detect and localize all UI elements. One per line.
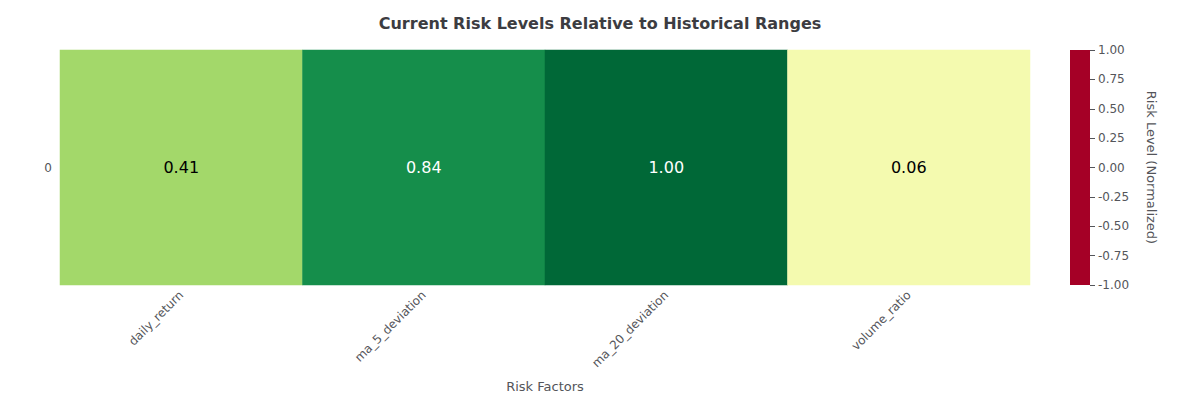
svg-text:0.41: 0.41 bbox=[163, 158, 199, 177]
svg-text:-0.75: -0.75 bbox=[1098, 249, 1129, 263]
svg-text:daily_return: daily_return bbox=[126, 288, 186, 348]
svg-text:0.75: 0.75 bbox=[1098, 72, 1125, 86]
svg-text:ma_5_deviation: ma_5_deviation bbox=[352, 288, 429, 365]
svg-text:1.00: 1.00 bbox=[648, 158, 684, 177]
svg-text:1.00: 1.00 bbox=[1098, 43, 1125, 57]
svg-text:0.25: 0.25 bbox=[1098, 131, 1125, 145]
svg-text:-1.00: -1.00 bbox=[1098, 278, 1129, 292]
svg-text:Risk Factors: Risk Factors bbox=[506, 379, 584, 394]
svg-text:ma_20_deviation: ma_20_deviation bbox=[589, 288, 671, 370]
svg-text:0.84: 0.84 bbox=[406, 158, 442, 177]
svg-text:volume_ratio: volume_ratio bbox=[849, 288, 914, 353]
svg-text:0.50: 0.50 bbox=[1098, 102, 1125, 116]
svg-text:0: 0 bbox=[44, 161, 52, 175]
svg-text:0.06: 0.06 bbox=[891, 158, 927, 177]
svg-text:-0.50: -0.50 bbox=[1098, 219, 1129, 233]
svg-text:0.00: 0.00 bbox=[1098, 161, 1125, 175]
svg-text:Risk Level (Normalized): Risk Level (Normalized) bbox=[1144, 91, 1159, 244]
svg-text:Current Risk Levels Relative t: Current Risk Levels Relative to Historic… bbox=[379, 14, 822, 33]
svg-text:-0.25: -0.25 bbox=[1098, 190, 1129, 204]
